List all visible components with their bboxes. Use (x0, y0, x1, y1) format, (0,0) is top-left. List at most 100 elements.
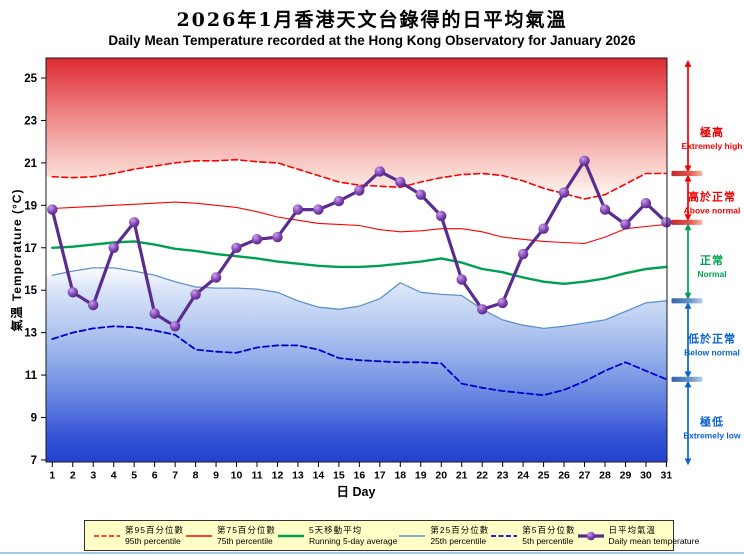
extreme-low-gradient-region (46, 267, 667, 462)
x-tick-label: 3 (90, 470, 96, 482)
zone-label-zh-3: 低於正常 (687, 332, 736, 346)
daily-mean-marker-day-27 (579, 155, 590, 166)
legend-item-daily-mean: 日平均氣溫 Daily mean temperature (576, 525, 700, 546)
plot-border (45, 57, 668, 463)
series-line-1 (51, 201, 667, 245)
daily-mean-marker-day-1 (47, 204, 58, 215)
x-tick-label: 7 (172, 470, 178, 482)
daily-mean-marker-day-14 (313, 204, 324, 215)
zone-arrow-head (684, 301, 692, 309)
daily-mean-marker-day-6 (149, 308, 160, 319)
x-tick-label: 1 (49, 470, 55, 482)
x-tick-label: 4 (111, 470, 117, 482)
x-tick-label: 2 (70, 470, 76, 482)
daily-mean-marker-day-26 (558, 187, 570, 198)
y-tick-label: 7 (31, 455, 37, 467)
daily-mean-marker-day-20 (436, 210, 447, 222)
y-tick-label: 15 (24, 285, 37, 297)
legend-label-en: 25th percentile (430, 535, 487, 546)
daily-mean-marker-day-31 (661, 217, 672, 228)
daily-mean-marker-day-22 (477, 304, 488, 315)
y-tick-label: 17 (24, 243, 37, 255)
daily-mean-marker-day-3 (88, 299, 99, 311)
daily-mean-marker-day-8 (190, 289, 201, 300)
zone-label-zh-0: 極高 (699, 125, 724, 139)
zone-boundary-bar-1 (671, 170, 703, 177)
legend-sample-daily-mean-line-icon (577, 531, 604, 540)
daily-mean-marker-day-21 (456, 274, 467, 285)
y-tick-label: 25 (24, 73, 37, 85)
daily-mean-marker-day-10 (231, 242, 242, 253)
legend-label-zh: 第95百分位數 (125, 525, 184, 536)
daily-mean-marker-day-7 (169, 321, 181, 332)
legend-label-en: 95th percentile (125, 535, 181, 546)
zone-label-en-3: Below normal (684, 348, 740, 358)
x-tick-label: 20 (435, 470, 447, 482)
x-tick-label: 11 (251, 470, 262, 482)
daily-mean-marker-day-23 (497, 297, 508, 309)
legend-sample-5th-line-icon (491, 534, 518, 537)
legend-item-25th-percentile: 第25百分位數 25th percentile (397, 525, 490, 546)
x-tick-label: 23 (497, 470, 509, 482)
x-tick-label: 31 (661, 470, 673, 482)
legend-item-running-average: 5天移動平均 Running 5-day average (276, 525, 398, 546)
zone-boundary-bar-4 (671, 376, 703, 382)
zone-label-en-4: Extremely low (683, 430, 741, 440)
legend-label-en: Running 5-day average (308, 535, 398, 546)
legend-sample-75th-line-icon (185, 534, 212, 537)
x-tick-label: 15 (333, 470, 345, 482)
y-tick-label: 9 (31, 413, 37, 425)
daily-mean-marker-day-13 (292, 204, 304, 215)
legend-sample-running-average-line-icon (277, 534, 304, 537)
legend-item-75th-percentile: 第75百分位數 75th percentile (184, 525, 276, 546)
zone-arrow-head (684, 59, 692, 67)
x-tick-label: 16 (354, 470, 366, 482)
x-tick-label: 29 (620, 470, 632, 482)
legend-label-zh: 第75百分位數 (216, 525, 276, 536)
extreme-high-gradient-region (46, 58, 667, 199)
series-line-2 (51, 240, 668, 285)
x-tick-label: 28 (599, 470, 611, 482)
x-tick-label: 13 (292, 470, 304, 482)
zone-arrow-head (684, 380, 692, 388)
page-title-english: Daily Mean Temperature recorded at the H… (108, 33, 636, 48)
legend-item-5th-percentile: 第5百分位數 5th percentile (489, 525, 575, 546)
daily-mean-marker-day-17 (374, 166, 385, 177)
climate-zone-annotations: 極高 Extremely high 高於正常 Above normal 正常 Normal… (671, 59, 743, 466)
zone-boundary-bar-3 (671, 298, 703, 304)
daily-mean-marker-day-2 (67, 287, 79, 298)
legend: 第95百分位數 95th percentile 第75百分位數 75th per… (84, 520, 699, 551)
zone-label-en-1: Above normal (684, 205, 741, 215)
y-axis-label: 氣溫 Temperature (°C) (10, 188, 24, 332)
daily-mean-marker-day-16 (354, 185, 365, 196)
daily-mean-marker-day-4 (108, 242, 119, 253)
x-tick-label: 27 (579, 470, 591, 482)
y-tick-label: 21 (24, 158, 37, 170)
x-tick-label: 26 (558, 470, 570, 482)
legend-sample-95th-line-icon (94, 534, 120, 537)
chart-series (47, 155, 672, 397)
daily-mean-marker-day-11 (251, 234, 263, 245)
x-tick-label: 22 (476, 470, 488, 482)
legend-label-zh: 第25百分位數 (430, 525, 490, 536)
legend-label-zh: 日平均氣溫 (608, 525, 657, 536)
series-line-4 (51, 325, 668, 397)
legend-label-zh: 5天移動平均 (308, 525, 363, 536)
legend-label-en: 5th percentile (522, 535, 574, 546)
x-tick-label: 10 (231, 470, 243, 482)
legend-label-en: 75th percentile (216, 535, 273, 546)
x-axis-label: 日 Day (336, 485, 376, 499)
y-tick-label: 23 (24, 115, 37, 127)
zone-label-zh-1: 高於正常 (688, 189, 736, 203)
series-line-3 (51, 267, 668, 330)
x-tick-label: 18 (394, 470, 406, 482)
legend-label-en: Daily mean temperature (608, 535, 700, 546)
x-tick-label: 17 (374, 470, 386, 482)
zone-label-en-0: Extremely high (682, 141, 743, 151)
zone-label-en-2: Normal (697, 269, 726, 279)
daily-mean-marker-day-28 (599, 204, 611, 215)
zone-label-zh-2: 正常 (700, 253, 724, 267)
daily-mean-marker-day-30 (640, 198, 652, 209)
